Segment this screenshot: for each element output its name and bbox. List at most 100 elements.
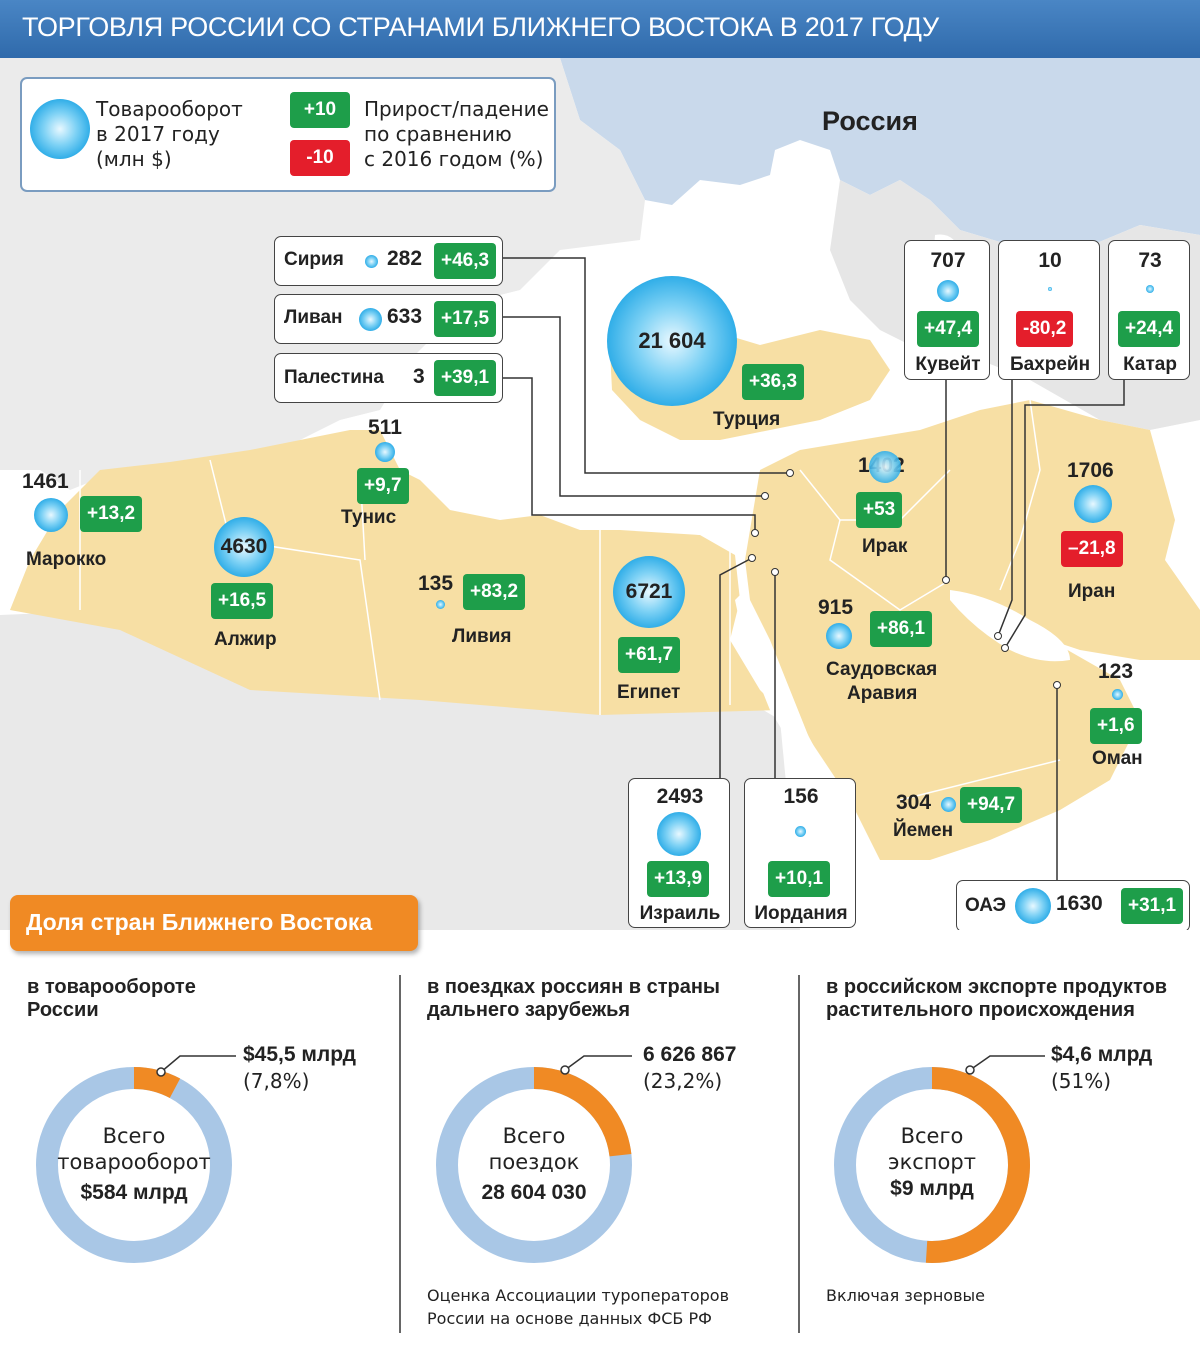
saudi-name-line2: Аравия [847,683,918,704]
syria-turnover: 282 [387,247,423,270]
egypt-turnover: 6721 [625,580,673,603]
israel-callout: 2493 +13,9 Израиль [628,778,730,928]
qatar-callout: 73 +24,4 Катар [1108,240,1190,380]
bahrain-turnover: 10 [1038,249,1062,272]
egypt-name: Египет [617,682,681,703]
panel2-leader [560,1055,632,1075]
libya-name: Ливия [452,626,512,647]
donut-share-arc [925,1067,1030,1263]
panel1-leader [156,1055,236,1077]
iran-change: –21,8 [1061,531,1123,567]
syria-name: Сирия [284,249,344,270]
panel3-center-line1: Всего [900,1124,964,1148]
lebanon-name: Ливан [284,307,343,328]
egypt-change: +61,7 [618,637,681,673]
panel1-donut [36,1067,232,1263]
oman-turnover: 123 [1098,660,1134,683]
kuwait-turnover: 707 [930,249,966,272]
persian-gulf [950,590,1070,662]
turkey-change: +36,3 [742,364,805,400]
palestine-pointer [751,529,759,537]
panel1-value: $45,5 млрд [243,1043,356,1066]
bahrain-pointer [994,632,1002,640]
uae-bubble [1015,888,1051,924]
israel-name: Израиль [639,903,721,924]
panel3-center-line2: экспорт [888,1150,976,1174]
syria-pointer [786,469,794,477]
panel2-value: 6 626 867 [643,1043,737,1066]
panel2-note-line2: России на основе данных ФСБ РФ [427,1309,712,1328]
legend-change-line1: Прирост/падение [364,97,549,121]
kuwait-pointer [942,576,950,584]
legend: Товарооборот в 2017 году (млн $) +10 -10… [20,77,556,192]
iraq-bubble [869,451,901,483]
bahrain-bubble [1048,287,1052,291]
saudi-turnover: 915 [818,596,854,619]
lebanon-change: +17,5 [434,301,497,337]
legend-bubble-line1: Товарооборот [96,97,243,121]
legend-negative-badge: -10 [290,140,350,176]
kuwait-bubble [937,280,959,302]
russia-label: Россия [822,106,918,136]
oman-change: +1,6 [1090,708,1142,744]
bahrain-callout: 10 -80,2 Бахрейн [998,240,1100,380]
qatar-turnover: 73 [1138,249,1162,272]
panel1-total: $584 млрд [80,1181,188,1204]
panel1-title-line2: России [27,999,99,1021]
russia-region [560,58,1200,250]
panel2-percent: (23,2%) [643,1069,723,1093]
panel3-total: $9 млрд [890,1177,974,1200]
algeria-bubble [214,517,274,577]
panel3-donut [834,1067,1030,1263]
egypt-bubble [613,556,685,628]
libya-change: +83,2 [463,574,526,610]
morocco-change: +13,2 [80,496,143,532]
panel3-note-line1: Включая зерновые [826,1286,985,1305]
kuwait-callout: 707 +47,4 Кувейт [904,240,990,380]
palestine-turnover: 3 [413,365,425,388]
tunisia-turnover: 511 [368,416,402,439]
yemen-bubble [941,797,956,812]
panel2-center-line2: поездок [488,1150,580,1174]
israel-turnover: 2493 [656,785,704,808]
syria-callout: Сирия 282 +46,3 [274,236,503,286]
lebanon-callout: Ливан 633 +17,5 [274,294,503,344]
donut-share-arc [133,1067,181,1099]
panel3-value: $4,6 млрд [1051,1043,1153,1066]
kuwait-name: Кувейт [915,354,981,375]
panel3-title: в российском экспорте продуктов растител… [826,976,1167,1022]
legend-bubble-icon [30,99,90,159]
legend-change-line2: по сравнению [364,122,512,146]
jordan-callout: 156 +10,1 Иордания [744,778,856,928]
kuwait-change: +47,4 [917,311,980,347]
panel3-center: Всего экспорт $9 млрд [832,1123,1032,1202]
uae-turnover: 1630 [1056,892,1103,915]
panel1-title-line1: в товарообороте [27,976,196,998]
turkey-turnover: 21 604 [638,328,706,353]
iran-bubble [1074,485,1112,523]
palestine-callout: Палестина 3 +39,1 [274,353,503,403]
uae-callout: ОАЭ 1630 +31,1 [956,880,1190,930]
panel2-center: Всего поездок 28 604 030 [434,1123,634,1206]
qatar-pointer [1001,644,1009,652]
algeria-change: +16,5 [211,583,274,619]
turkey-name: Турция [713,409,781,430]
morocco-turnover: 1461 [22,470,69,493]
israel-change: +13,9 [647,861,710,897]
uae-name: ОАЭ [965,895,1007,916]
qatar-change: +24,4 [1118,311,1181,347]
palestine-name: Палестина [284,367,384,388]
israel-pointer [748,554,756,562]
tunisia-change: +9,7 [357,468,409,504]
panel2-total: 28 604 030 [481,1181,587,1204]
tunisia-bubble [375,442,395,462]
panel2-center-line1: Всего [502,1124,566,1148]
oman-bubble [1112,689,1123,700]
yemen-name: Йемен [893,820,954,841]
legend-bubble-line2: в 2017 году [96,122,220,146]
saudi-name-line1: Саудовская [826,659,938,680]
syria-change: +46,3 [434,243,497,279]
tunisia-name: Тунис [341,507,397,528]
panel-divider-2 [798,975,800,1333]
panel3-note: Включая зерновые [826,1284,985,1307]
